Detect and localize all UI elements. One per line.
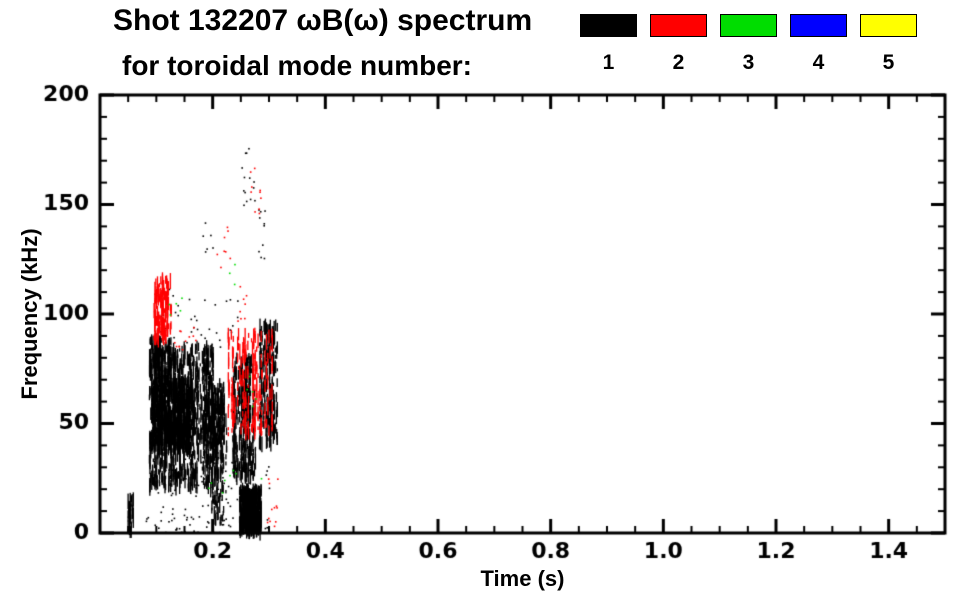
legend-item-mode-2: 2: [650, 14, 707, 75]
x-axis-title: Time (s): [480, 566, 565, 591]
legend-swatch: [580, 14, 637, 37]
legend-label: 2: [672, 51, 685, 74]
legend-item-mode-4: 4: [790, 14, 847, 75]
legend-label: 1: [602, 51, 615, 74]
chart-title-line1: Shot 132207 ωB(ω) spectrum: [113, 4, 533, 37]
legend-swatch: [860, 14, 917, 37]
chart-title-line2: for toroidal mode number:: [122, 50, 472, 81]
legend-item-mode-3: 3: [720, 14, 777, 75]
legend-label: 5: [882, 51, 895, 74]
legend-swatch: [650, 14, 707, 37]
legend-item-mode-5: 5: [860, 14, 917, 75]
legend-item-mode-1: 1: [580, 14, 637, 75]
y-axis-title: Frequency (kHz): [17, 228, 42, 400]
legend: 1 2 3 4 5: [580, 14, 917, 75]
legend-swatch: [720, 14, 777, 37]
legend-label: 3: [742, 51, 755, 74]
legend-label: 4: [812, 51, 825, 74]
legend-swatch: [790, 14, 847, 37]
